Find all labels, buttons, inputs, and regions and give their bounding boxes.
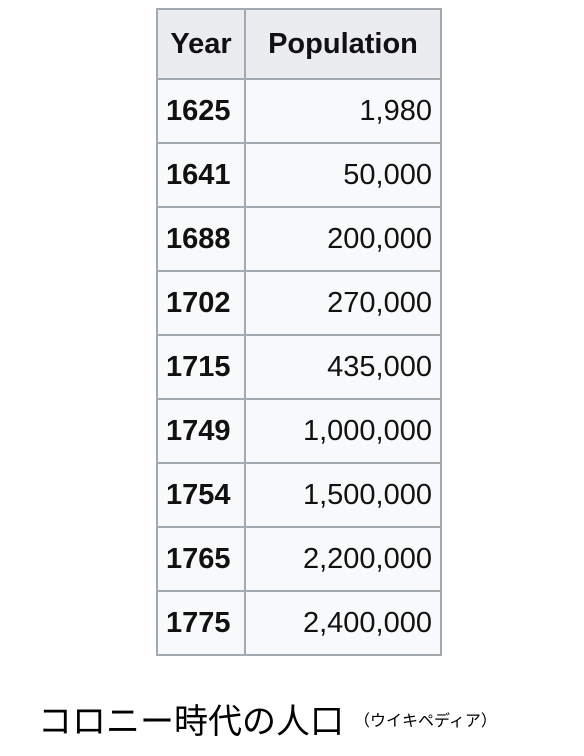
year-cell: 1641 [156,142,246,208]
population-cell: 50,000 [244,142,442,208]
population-cell: 2,400,000 [244,590,442,656]
year-cell: 1775 [156,590,246,656]
population-cell: 200,000 [244,206,442,272]
table-row: 1749 1,000,000 [156,398,442,464]
population-cell: 1,500,000 [244,462,442,528]
table-row: 1702 270,000 [156,270,442,336]
header-population: Population [244,8,442,80]
table-row: 1775 2,400,000 [156,590,442,656]
caption-title: コロニー時代の人口 [38,702,344,742]
table-row: 1754 1,500,000 [156,462,442,528]
table-caption: コロニー時代の人口 （ウイキペディア） [38,694,568,743]
year-cell: 1765 [156,526,246,592]
table-row: 1765 2,200,000 [156,526,442,592]
population-cell: 270,000 [244,270,442,336]
year-cell: 1749 [156,398,246,464]
population-table-container: Year Population 1625 1,980 1641 50,000 1… [156,8,442,656]
population-cell: 2,200,000 [244,526,442,592]
table-row: 1641 50,000 [156,142,442,208]
year-cell: 1754 [156,462,246,528]
population-table: Year Population 1625 1,980 1641 50,000 1… [156,8,442,656]
population-cell: 1,980 [244,78,442,144]
year-cell: 1702 [156,270,246,336]
header-year: Year [156,8,246,80]
table-header-row: Year Population [156,8,442,80]
population-cell: 1,000,000 [244,398,442,464]
year-cell: 1625 [156,78,246,144]
table-body: 1625 1,980 1641 50,000 1688 200,000 1702… [156,78,442,656]
table-row: 1715 435,000 [156,334,442,400]
year-cell: 1688 [156,206,246,272]
table-row: 1688 200,000 [156,206,442,272]
table-row: 1625 1,980 [156,78,442,144]
population-cell: 435,000 [244,334,442,400]
year-cell: 1715 [156,334,246,400]
caption-source: （ウイキペディア） [354,710,497,730]
